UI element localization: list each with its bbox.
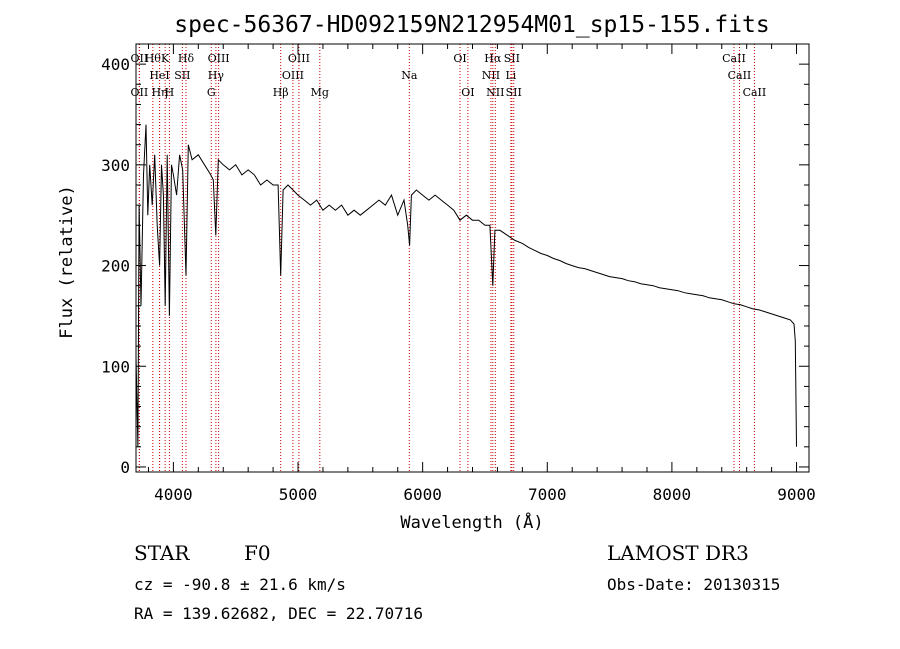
survey-name: LAMOST DR3 xyxy=(607,541,749,565)
spectrum-series-line xyxy=(135,124,797,447)
x-tick-label: 6000 xyxy=(403,485,442,504)
annotation-label: Hγ xyxy=(208,69,225,82)
annotation-label: OIII xyxy=(288,52,310,65)
annotation-label: Mg xyxy=(311,86,329,99)
annotation-label: CaII xyxy=(722,52,746,65)
annotation-label: OII xyxy=(131,52,149,65)
y-tick-label: 300 xyxy=(101,156,130,175)
x-tick-label: 4000 xyxy=(154,485,193,504)
annotation-label: OIII xyxy=(208,52,230,65)
annotation-label: NII xyxy=(482,69,500,82)
coordinates: RA = 139.62682, DEC = 22.70716 xyxy=(134,604,423,623)
annotation-label: OIII xyxy=(282,69,304,82)
x-tick-label: 5000 xyxy=(279,485,318,504)
x-tick-label: 7000 xyxy=(528,485,567,504)
annotation-label: OI xyxy=(461,86,474,99)
redshift-readout: cz = -90.8 ± 21.6 km/s xyxy=(134,575,346,594)
annotation-label: CaII xyxy=(743,86,767,99)
annotation-label: H xyxy=(165,86,175,99)
y-axis-label: Flux (relative) xyxy=(57,185,77,339)
annotation-label: Hα xyxy=(484,52,502,65)
plot-frame xyxy=(135,43,810,473)
annotation-label: SII xyxy=(506,86,522,99)
y-axis-ticks: 0 100 200 300 400 xyxy=(101,55,809,477)
annotation-label: K xyxy=(161,52,170,65)
object-subclass: F0 xyxy=(244,541,271,565)
x-tick-label: 8000 xyxy=(653,485,692,504)
obs-date: Obs-Date: 20130315 xyxy=(607,575,780,594)
chart-title: spec-56367-HD092159N212954M01_sp15-155.f… xyxy=(174,12,769,38)
object-class: STAR xyxy=(134,541,190,565)
annotation-label: Hδ xyxy=(178,52,195,65)
annotation-label: SII xyxy=(504,52,520,65)
annotation-label: Li xyxy=(505,69,516,82)
y-tick-label: 100 xyxy=(101,357,130,376)
annotation-label: OII xyxy=(131,86,149,99)
annotation-label: HeI xyxy=(149,69,169,82)
annotation-label: SII xyxy=(174,69,190,82)
annotation-label: NII xyxy=(486,86,504,99)
y-tick-label: 200 xyxy=(101,257,130,276)
annotation-label: OI xyxy=(453,52,466,65)
y-tick-label: 400 xyxy=(101,55,130,74)
x-axis-ticks: 4000 5000 6000 7000 8000 9000 xyxy=(147,44,816,504)
annotation-label: CaII xyxy=(728,69,752,82)
x-axis-label: Wavelength (Å) xyxy=(400,511,543,533)
annotation-label: Hβ xyxy=(273,86,289,99)
x-tick-label: 9000 xyxy=(777,485,816,504)
y-tick-label: 0 xyxy=(120,458,130,477)
annotation-label: Na xyxy=(401,69,418,82)
annotation-label: Hη xyxy=(151,86,167,99)
line-annotations: OIIOIIHθHeIHηKHSIIHδGHγOIIIHβOIIIOIIIMgN… xyxy=(131,44,767,472)
annotation-label: Hθ xyxy=(145,52,162,65)
annotation-label: G xyxy=(207,86,216,99)
